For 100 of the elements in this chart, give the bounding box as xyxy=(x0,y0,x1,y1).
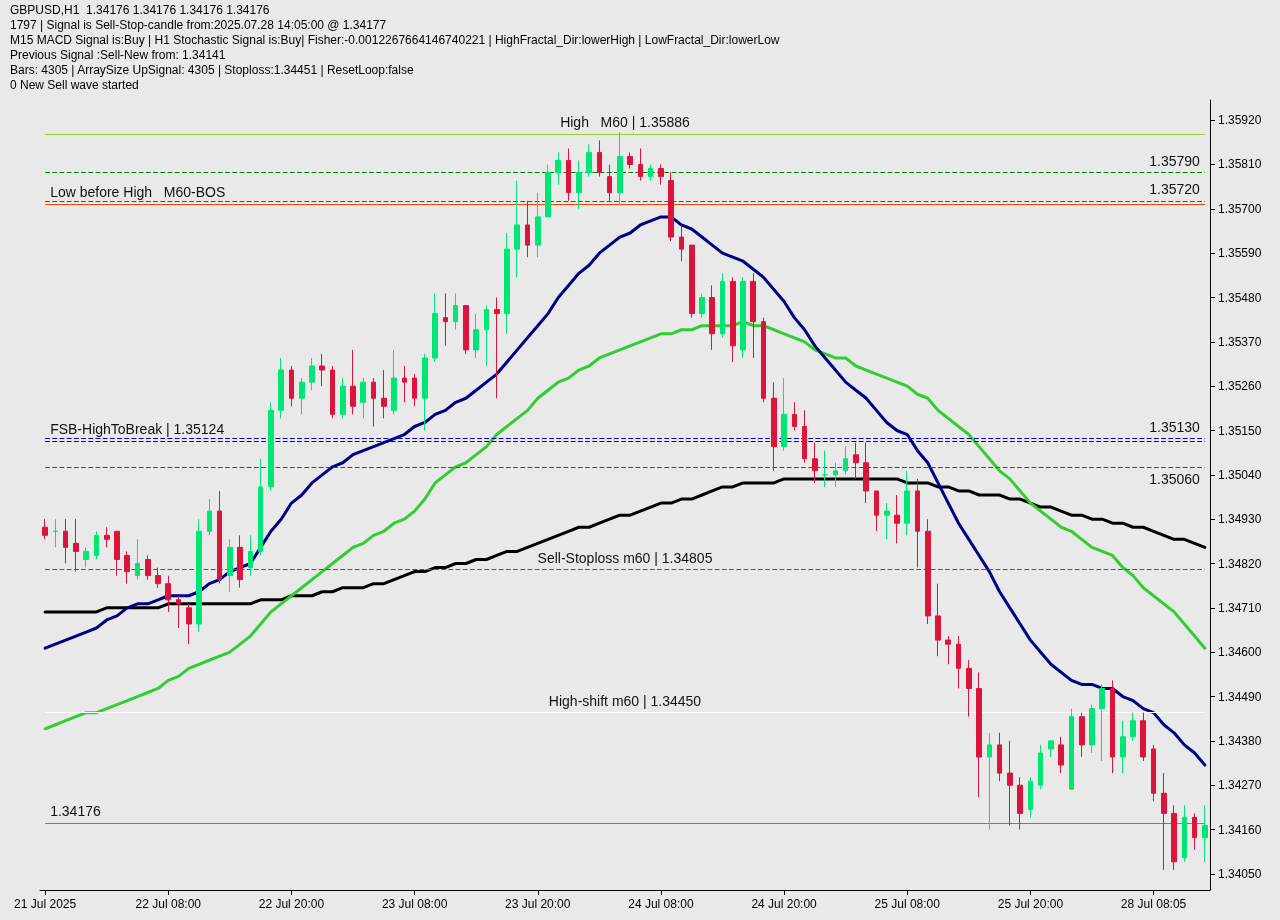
x-tick-label: 25 Jul 20:00 xyxy=(997,897,1064,911)
candlestick xyxy=(638,147,643,182)
candlestick xyxy=(894,494,900,544)
candlestick xyxy=(679,224,684,262)
candlestick xyxy=(443,292,448,347)
candlestick xyxy=(1202,804,1208,863)
candlestick xyxy=(165,575,171,613)
candlestick xyxy=(1151,744,1156,802)
candlestick xyxy=(1171,804,1177,871)
y-tick-label: 1.35590 xyxy=(1218,246,1262,261)
y-tick-label: 1.34050 xyxy=(1218,866,1262,881)
line-series xyxy=(43,215,1207,767)
ref-line-label: Low before High M60-BOS xyxy=(50,183,226,200)
candlestick xyxy=(966,659,972,718)
x-tick-label: 25 Jul 08:00 xyxy=(874,897,941,911)
x-tick-label: 23 Jul 08:00 xyxy=(381,897,448,911)
candlestick xyxy=(1028,776,1033,818)
candlestick xyxy=(586,143,592,178)
candlestick xyxy=(750,272,756,359)
candlestick xyxy=(1048,740,1054,758)
candlestick xyxy=(863,442,869,504)
candlestick xyxy=(278,357,284,419)
y-tick-label: 1.34270 xyxy=(1218,778,1262,793)
candlestick xyxy=(812,442,818,484)
candlestick xyxy=(1079,712,1085,758)
x-tick-label: 24 Jul 20:00 xyxy=(751,897,818,911)
candlestick xyxy=(1192,812,1197,851)
candlestick xyxy=(83,546,89,569)
candlestick xyxy=(391,349,397,415)
candlestick xyxy=(309,357,315,391)
candlestick xyxy=(360,377,366,419)
candlestick xyxy=(607,163,612,202)
candlestick xyxy=(412,373,417,407)
candlestick xyxy=(1089,704,1095,754)
candlestick xyxy=(186,603,192,645)
candlestick xyxy=(422,353,428,432)
candlestick xyxy=(525,200,530,258)
candlestick xyxy=(1140,712,1146,762)
x-tick-label: 22 Jul 20:00 xyxy=(258,897,325,911)
candlestick xyxy=(689,244,695,319)
candlestick xyxy=(330,365,335,419)
line-series xyxy=(43,320,1207,731)
candlestick xyxy=(53,518,58,548)
candlestick xyxy=(196,518,202,633)
candlestick xyxy=(504,232,510,335)
candlestick xyxy=(484,305,489,367)
y-tick-label: 1.35700 xyxy=(1218,201,1262,216)
candlestick xyxy=(627,151,633,170)
candlestick xyxy=(268,401,274,492)
candlestick xyxy=(904,470,910,536)
candlestick xyxy=(617,131,623,206)
candlestick xyxy=(761,317,766,403)
ref-line-label: 1.35720 xyxy=(1149,180,1201,197)
candlestick xyxy=(350,349,356,415)
x-tick-label: 22 Jul 08:00 xyxy=(135,897,202,911)
text: Bars: 4305 | ArraySize UpSignal: 4305 | Stoploss:1.34451 | ResetLoop:false xyxy=(10,63,414,77)
candlestick xyxy=(771,381,777,472)
candlestick xyxy=(319,353,325,387)
ref-line-label: 1.34176 xyxy=(50,803,101,820)
y-tick-label: 1.35480 xyxy=(1218,290,1262,305)
candlestick xyxy=(945,635,951,665)
y-tick-label: 1.35040 xyxy=(1218,467,1262,482)
candlestick xyxy=(1007,740,1013,827)
candlestick xyxy=(340,377,346,419)
candlestick xyxy=(94,530,99,560)
candlestick xyxy=(658,163,664,186)
y-tick-label: 1.34380 xyxy=(1218,733,1262,748)
candlestick xyxy=(1017,776,1023,831)
candlestick xyxy=(453,292,458,331)
candlestick xyxy=(1130,712,1136,742)
candlestick xyxy=(63,518,68,565)
x-tick-label: 21 Jul 2025 xyxy=(14,897,77,911)
candlestick xyxy=(781,377,787,452)
y-tick-label: 1.35260 xyxy=(1218,379,1262,394)
ref-line-label: 1.35060 xyxy=(1149,470,1201,487)
candlestick xyxy=(730,276,736,363)
ref-line-label: High M60 | 1.35886 xyxy=(560,113,691,130)
candlestick xyxy=(248,534,253,577)
candlestick xyxy=(545,163,551,218)
y-tick-label: 1.35150 xyxy=(1218,423,1262,438)
candlestick xyxy=(1182,804,1187,863)
candlestick xyxy=(822,450,828,488)
candlestick xyxy=(884,502,890,540)
candlestick xyxy=(709,284,715,351)
candlestick xyxy=(648,163,653,182)
candlestick xyxy=(997,732,1002,782)
candlestick xyxy=(104,526,110,548)
candlestick xyxy=(1110,679,1115,774)
x-tick-label: 28 Jul 08:05 xyxy=(1120,897,1187,911)
candlestick xyxy=(402,365,407,403)
candlestick xyxy=(853,442,859,480)
candlestick xyxy=(987,732,992,831)
candlestick xyxy=(535,192,541,258)
candlestick xyxy=(258,458,263,556)
candlestick xyxy=(935,583,941,657)
ref-line-label: Sell-Stoploss m60 | 1.34805 xyxy=(537,549,713,566)
candlestick xyxy=(1058,736,1064,774)
x-tick-label: 24 Jul 08:00 xyxy=(628,897,694,911)
candlestick xyxy=(227,538,233,593)
y-tick-label: 1.35810 xyxy=(1218,157,1262,172)
